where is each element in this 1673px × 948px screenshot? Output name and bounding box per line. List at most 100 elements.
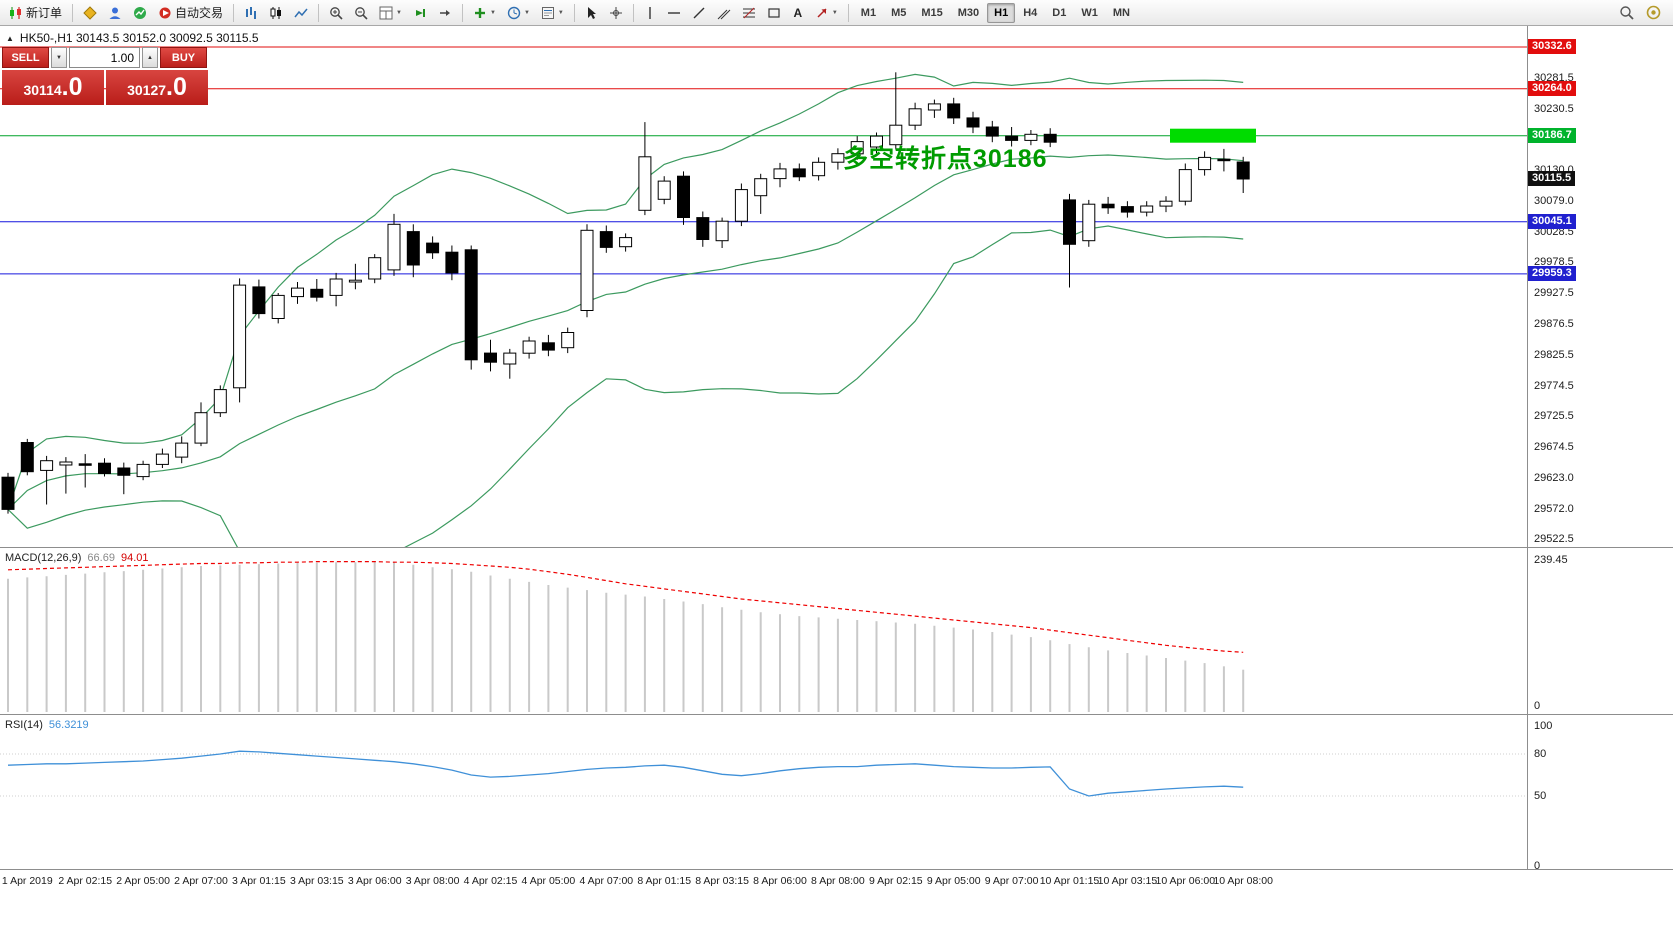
volume-input[interactable] bbox=[69, 47, 140, 68]
crosshair-icon bbox=[609, 6, 623, 20]
timeframe-H1[interactable]: H1 bbox=[987, 2, 1016, 23]
macd-chart bbox=[7, 561, 1245, 712]
price-level-tag: 30186.7 bbox=[1528, 127, 1576, 143]
buy-price-box[interactable]: 30127 .0 bbox=[106, 70, 208, 105]
symbol-header: ▲ HK50-,H1 30143.5 30152.0 30092.5 30115… bbox=[6, 31, 259, 45]
price-tick: 29876.5 bbox=[1534, 318, 1574, 331]
time-label: 8 Apr 08:00 bbox=[811, 875, 865, 887]
volume-up-button[interactable]: ▲ bbox=[142, 47, 158, 68]
candlestick-chart-icon bbox=[269, 6, 283, 20]
time-label: 9 Apr 05:00 bbox=[926, 875, 981, 887]
cursor-icon bbox=[585, 6, 598, 20]
time-label: 9 Apr 07:00 bbox=[984, 875, 1039, 887]
main-chart-panel[interactable]: ▲ HK50-,H1 30143.5 30152.0 30092.5 30115… bbox=[0, 26, 1527, 547]
timeframe-W1[interactable]: W1 bbox=[1081, 6, 1098, 19]
text-button[interactable]: A bbox=[787, 2, 809, 24]
sell-price-box[interactable]: 30114 .0 bbox=[2, 70, 104, 105]
community-button[interactable] bbox=[1641, 2, 1666, 24]
zoom-in-button[interactable] bbox=[324, 2, 348, 24]
auto-scroll-icon bbox=[413, 6, 427, 20]
periods-button[interactable]: ▼ bbox=[502, 2, 535, 24]
shapes-button[interactable] bbox=[762, 2, 786, 24]
timeframe-M30[interactable]: M30 bbox=[957, 6, 980, 19]
new-chart-button[interactable]: ▼ bbox=[374, 2, 407, 24]
zoom-out-button[interactable] bbox=[349, 2, 373, 24]
timeframe-M1[interactable]: M1 bbox=[860, 6, 877, 19]
one-click-trading-panel: SELL ▼ ▲ BUY 30114 .0 30127 .0 bbox=[2, 47, 209, 105]
channel-button[interactable] bbox=[712, 2, 736, 24]
chevron-down-icon: ▼ bbox=[557, 9, 564, 16]
time-axis[interactable]: 1 Apr 2019 2 Apr 02:15 2 Apr 05:00 2 Apr 07… bbox=[0, 870, 1527, 891]
one-click-collapse-icon[interactable]: ▲ bbox=[6, 33, 14, 43]
templates-button[interactable]: ▼ bbox=[536, 2, 569, 24]
chart-shift-button[interactable] bbox=[433, 2, 457, 24]
price-level-tag: 30332.6 bbox=[1528, 39, 1576, 54]
bar-chart-icon bbox=[244, 6, 258, 20]
macd-axis-label: 239.45 bbox=[1534, 554, 1568, 566]
periods-icon bbox=[507, 6, 521, 20]
macd-axis-label: 0 bbox=[1534, 700, 1541, 712]
vertical-line-button[interactable] bbox=[639, 2, 661, 24]
time-label: 4 Apr 02:15 bbox=[463, 875, 518, 887]
price-tick: 29927.5 bbox=[1534, 287, 1574, 300]
indicators-icon bbox=[473, 6, 487, 20]
timeframe-H4[interactable]: H4 bbox=[1023, 6, 1038, 19]
timeframe-MN[interactable]: MN bbox=[1112, 6, 1130, 19]
candlestick-chart-button[interactable] bbox=[264, 2, 288, 24]
fibonacci-icon bbox=[742, 6, 756, 20]
bar-chart-button[interactable] bbox=[239, 2, 263, 24]
chevron-down-icon: ▼ bbox=[523, 9, 530, 16]
crosshair-button[interactable] bbox=[604, 2, 628, 24]
price-tick: 30079.0 bbox=[1534, 195, 1574, 208]
panel-separator[interactable] bbox=[0, 714, 1673, 715]
trendline-button[interactable] bbox=[687, 2, 711, 24]
sell-price: 30114 bbox=[23, 82, 62, 98]
rsi-label: RSI(14) 56.3219 bbox=[5, 719, 89, 731]
auto-trading-label: 自动交易 bbox=[175, 6, 224, 20]
price-tick: 29623.0 bbox=[1534, 472, 1574, 485]
data-window-button[interactable] bbox=[78, 2, 102, 24]
navigator-button[interactable] bbox=[103, 2, 127, 24]
new-order-label: 新订单 bbox=[26, 6, 63, 20]
time-label: 2 Apr 05:00 bbox=[116, 875, 170, 887]
time-label: 2 Apr 07:00 bbox=[174, 875, 228, 887]
current-price-tag: 30115.5 bbox=[1528, 170, 1576, 186]
price-level-tag: 30264.0 bbox=[1528, 80, 1576, 96]
price-level-tag: 29959.3 bbox=[1528, 265, 1576, 281]
indicators-button[interactable]: ▼ bbox=[468, 2, 501, 24]
auto-trading-icon bbox=[158, 6, 172, 20]
buy-button[interactable]: BUY bbox=[160, 47, 207, 68]
macd-panel[interactable]: MACD(12,26,9) 66.69 94.01 bbox=[0, 548, 1527, 714]
price-axis[interactable]: 30281.530230.530130.030079.030028.529978… bbox=[1527, 26, 1673, 872]
candlestick-chart[interactable] bbox=[0, 26, 1527, 547]
volume-down-button[interactable]: ▼ bbox=[51, 47, 67, 68]
sell-button[interactable]: SELL bbox=[2, 47, 49, 68]
panel-separator[interactable] bbox=[0, 547, 1673, 548]
price-tick: 30028.5 bbox=[1534, 225, 1574, 238]
timeframe-D1[interactable]: D1 bbox=[1052, 6, 1067, 19]
time-label: 10 Apr 06:00 bbox=[1155, 875, 1216, 887]
search-button[interactable] bbox=[1614, 2, 1639, 24]
new-order-button[interactable]: 新订单 bbox=[3, 2, 67, 24]
shapes-icon bbox=[767, 6, 781, 20]
market-watch-icon bbox=[133, 6, 147, 20]
timeframe-M15[interactable]: M15 bbox=[921, 6, 943, 19]
line-chart-button[interactable] bbox=[289, 2, 313, 24]
cursor-button[interactable] bbox=[580, 2, 603, 24]
separator bbox=[847, 3, 849, 22]
ohlc-readout: HK50-,H1 30143.5 30152.0 30092.5 30115.5 bbox=[19, 31, 259, 45]
time-label: 3 Apr 01:15 bbox=[232, 875, 286, 887]
time-label: 4 Apr 05:00 bbox=[521, 875, 576, 887]
rsi-axis-label: 80 bbox=[1534, 748, 1547, 760]
time-label: 10 Apr 08:00 bbox=[1213, 875, 1273, 887]
market-watch-button[interactable] bbox=[128, 2, 152, 24]
timeframe-M5[interactable]: M5 bbox=[891, 6, 907, 19]
fibonacci-button[interactable] bbox=[737, 2, 761, 24]
new-order-icon bbox=[8, 6, 23, 20]
templates-icon bbox=[541, 6, 555, 20]
rsi-panel[interactable]: RSI(14) 56.3219 bbox=[0, 715, 1527, 869]
horizontal-line-button[interactable] bbox=[662, 2, 686, 24]
auto-scroll-button[interactable] bbox=[408, 2, 432, 24]
auto-trading-button[interactable]: 自动交易 bbox=[153, 2, 228, 24]
arrows-button[interactable]: ▼ bbox=[810, 2, 843, 24]
